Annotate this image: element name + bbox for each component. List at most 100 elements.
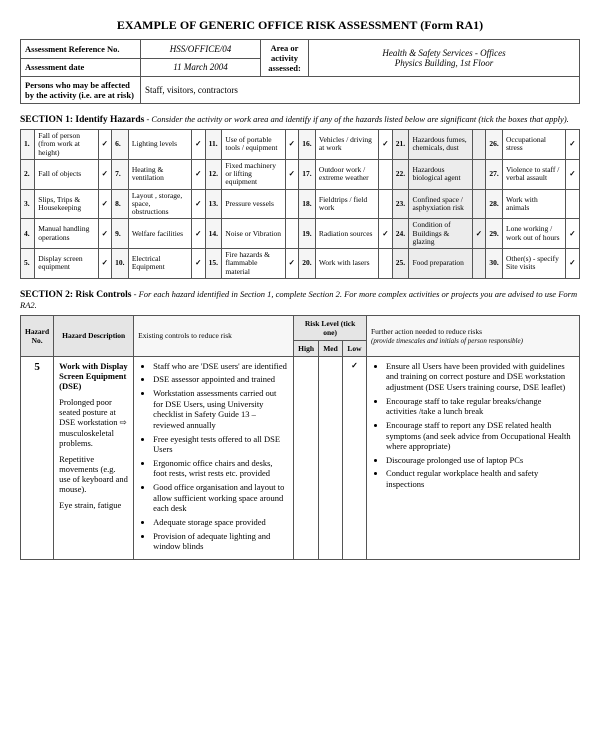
haz-num: 21.: [392, 130, 409, 160]
haz-check: ✓: [98, 189, 112, 219]
haz-check: ✓: [379, 130, 393, 160]
haz-check: ✓: [192, 249, 206, 279]
haz-text: Violence to staff / verbal assault: [503, 159, 566, 189]
controls-table: Hazard No. Hazard Description Existing c…: [20, 315, 580, 560]
haz-text: Other(s) - specify Site visits: [503, 249, 566, 279]
haz-num: 10.: [112, 249, 129, 279]
hazards-table: 1.Fall of person (from work at height)✓6…: [20, 129, 580, 279]
haz-check: ✓: [566, 159, 580, 189]
haz-text: Work with animals: [503, 189, 566, 219]
haz-check: ✓: [192, 130, 206, 160]
col-existing: Existing controls to reduce risk: [134, 315, 294, 356]
haz-num: 5.: [21, 249, 35, 279]
row-hazard-desc: Work with Display Screen Equipment (DSE)…: [54, 356, 134, 559]
area-value-line1: Health & Safety Services - Offices: [313, 48, 575, 58]
haz-num: 16.: [299, 130, 316, 160]
haz-check: ✓: [192, 159, 206, 189]
haz-text: Radiation sources: [315, 219, 378, 249]
haz-text: Electrical Equipment: [128, 249, 191, 279]
ref-label: Assessment Reference No.: [21, 40, 141, 59]
haz-check: [379, 189, 393, 219]
haz-text: Manual handling operations: [35, 219, 98, 249]
haz-check: [285, 189, 299, 219]
haz-num: 26.: [486, 130, 503, 160]
haz-num: 22.: [392, 159, 409, 189]
col-further: Further action needed to reduce risks (p…: [367, 315, 580, 356]
further-item: Encourage staff to report any DSE relate…: [386, 420, 574, 452]
col-med: Med: [319, 340, 343, 356]
section1-heading: SECTION 1: Identify Hazards - Consider t…: [20, 114, 580, 125]
date-label: Assessment date: [21, 58, 141, 77]
haz-text: Occupational stress: [503, 130, 566, 160]
haz-num: 13.: [205, 189, 222, 219]
haz-text: Work with lasers: [315, 249, 378, 279]
haz-num: 27.: [486, 159, 503, 189]
haz-check: ✓: [566, 219, 580, 249]
haz-text: Condition of Buildings & glazing: [409, 219, 472, 249]
haz-text: Fall of objects: [35, 159, 98, 189]
desc-title: Work with Display Screen Equipment (DSE): [59, 361, 128, 391]
haz-text: Layout , storage, space, obstructions: [128, 189, 191, 219]
haz-text: Fire hazards & flammable material: [222, 249, 285, 279]
haz-text: Confined space / asphyxiation risk: [409, 189, 472, 219]
haz-text: Hazardous fumes, chemicals, dust: [409, 130, 472, 160]
haz-text: Lone working / work out of hours: [503, 219, 566, 249]
col-hazard-desc: Hazard Description: [54, 315, 134, 356]
risk-med: [319, 356, 343, 559]
existing-item: Staff who are 'DSE users' are identified: [153, 361, 288, 372]
risk-high: [294, 356, 319, 559]
haz-text: Fieldtrips / field work: [315, 189, 378, 219]
existing-item: Free eyesight tests offered to all DSE U…: [153, 434, 288, 455]
date-value: 11 March 2004: [141, 58, 261, 77]
haz-text: Heating & ventilation: [128, 159, 191, 189]
haz-text: Fixed machinery or lifting equipment: [222, 159, 285, 189]
haz-text: Hazardous biological agent: [409, 159, 472, 189]
haz-text: Noise or Vibration: [222, 219, 285, 249]
header-table: Assessment Reference No. HSS/OFFICE/04 A…: [20, 39, 580, 104]
col-hazard-no: Hazard No.: [21, 315, 54, 356]
haz-num: 30.: [486, 249, 503, 279]
risk-low: ✓: [343, 356, 367, 559]
haz-num: 7.: [112, 159, 129, 189]
existing-item: Workstation assessments carried out for …: [153, 388, 288, 431]
ref-value: HSS/OFFICE/04: [141, 40, 261, 59]
haz-check: ✓: [192, 219, 206, 249]
haz-check: [285, 219, 299, 249]
existing-item: Ergonomic office chairs and desks, foot …: [153, 458, 288, 479]
haz-num: 12.: [205, 159, 222, 189]
haz-check: [379, 159, 393, 189]
haz-check: ✓: [98, 130, 112, 160]
haz-text: Use of portable tools / equipment: [222, 130, 285, 160]
page-title: EXAMPLE OF GENERIC OFFICE RISK ASSESSMEN…: [20, 18, 580, 33]
haz-num: 17.: [299, 159, 316, 189]
further-item: Conduct regular workplace health and saf…: [386, 468, 574, 489]
section2-heading: SECTION 2: Risk Controls - For each haza…: [20, 289, 580, 311]
haz-num: 18.: [299, 189, 316, 219]
haz-num: 19.: [299, 219, 316, 249]
further-item: Ensure all Users have been provided with…: [386, 361, 574, 393]
haz-text: Pressure vessels: [222, 189, 285, 219]
haz-num: 3.: [21, 189, 35, 219]
col-further-sub: (provide timescales and initials of pers…: [371, 337, 523, 345]
haz-text: Lighting levels: [128, 130, 191, 160]
haz-check: [566, 189, 580, 219]
haz-check: ✓: [285, 130, 299, 160]
col-high: High: [294, 340, 319, 356]
desc-line: Eye strain, fatigue: [59, 500, 128, 510]
haz-text: Outdoor work / extreme weather: [315, 159, 378, 189]
section1-sub: - Consider the activity or work area and…: [144, 114, 568, 124]
haz-check: ✓: [472, 219, 486, 249]
haz-num: 25.: [392, 249, 409, 279]
haz-text: Food preparation: [409, 249, 472, 279]
desc-line: Repetitive movements (e.g. use of keyboa…: [59, 454, 128, 494]
section2-title-text: SECTION 2: Risk Controls: [20, 290, 131, 300]
haz-check: ✓: [566, 130, 580, 160]
haz-text: Fall of person (from work at height): [35, 130, 98, 160]
haz-num: 6.: [112, 130, 129, 160]
haz-text: Display screen equipment: [35, 249, 98, 279]
haz-check: [472, 189, 486, 219]
haz-num: 9.: [112, 219, 129, 249]
haz-check: [379, 249, 393, 279]
desc-line: Prolonged poor seated posture at DSE wor…: [59, 397, 128, 448]
col-risk-level: Risk Level (tick one): [294, 315, 367, 340]
